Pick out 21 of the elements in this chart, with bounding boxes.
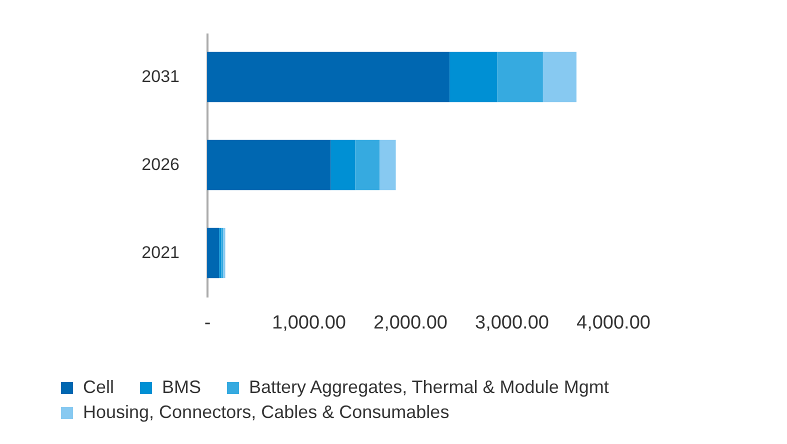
legend-label: Battery Aggregates, Thermal & Module Mgmt — [249, 377, 609, 397]
bar — [207, 140, 331, 190]
bar — [497, 52, 543, 102]
bar — [207, 228, 220, 278]
bar — [207, 52, 450, 102]
bar — [355, 140, 380, 190]
y-tick-label: 2021 — [142, 243, 180, 262]
legend-label: Housing, Connectors, Cables & Consumables — [83, 402, 450, 422]
legend-label: Cell — [83, 377, 114, 397]
bar — [450, 52, 498, 102]
y-tick-label: 2026 — [142, 155, 180, 174]
bar — [380, 140, 396, 190]
x-tick-label: 4,000.00 — [576, 312, 650, 334]
x-tick-label: - — [204, 312, 211, 334]
y-tick-label: 2031 — [142, 67, 180, 86]
legend-label: BMS — [162, 377, 202, 397]
x-tick-label: 2,000.00 — [374, 312, 448, 334]
x-tick-label: 3,000.00 — [475, 312, 549, 334]
bar — [330, 140, 356, 190]
x-tick-label: 1,000.00 — [272, 312, 346, 334]
bar — [542, 52, 576, 102]
